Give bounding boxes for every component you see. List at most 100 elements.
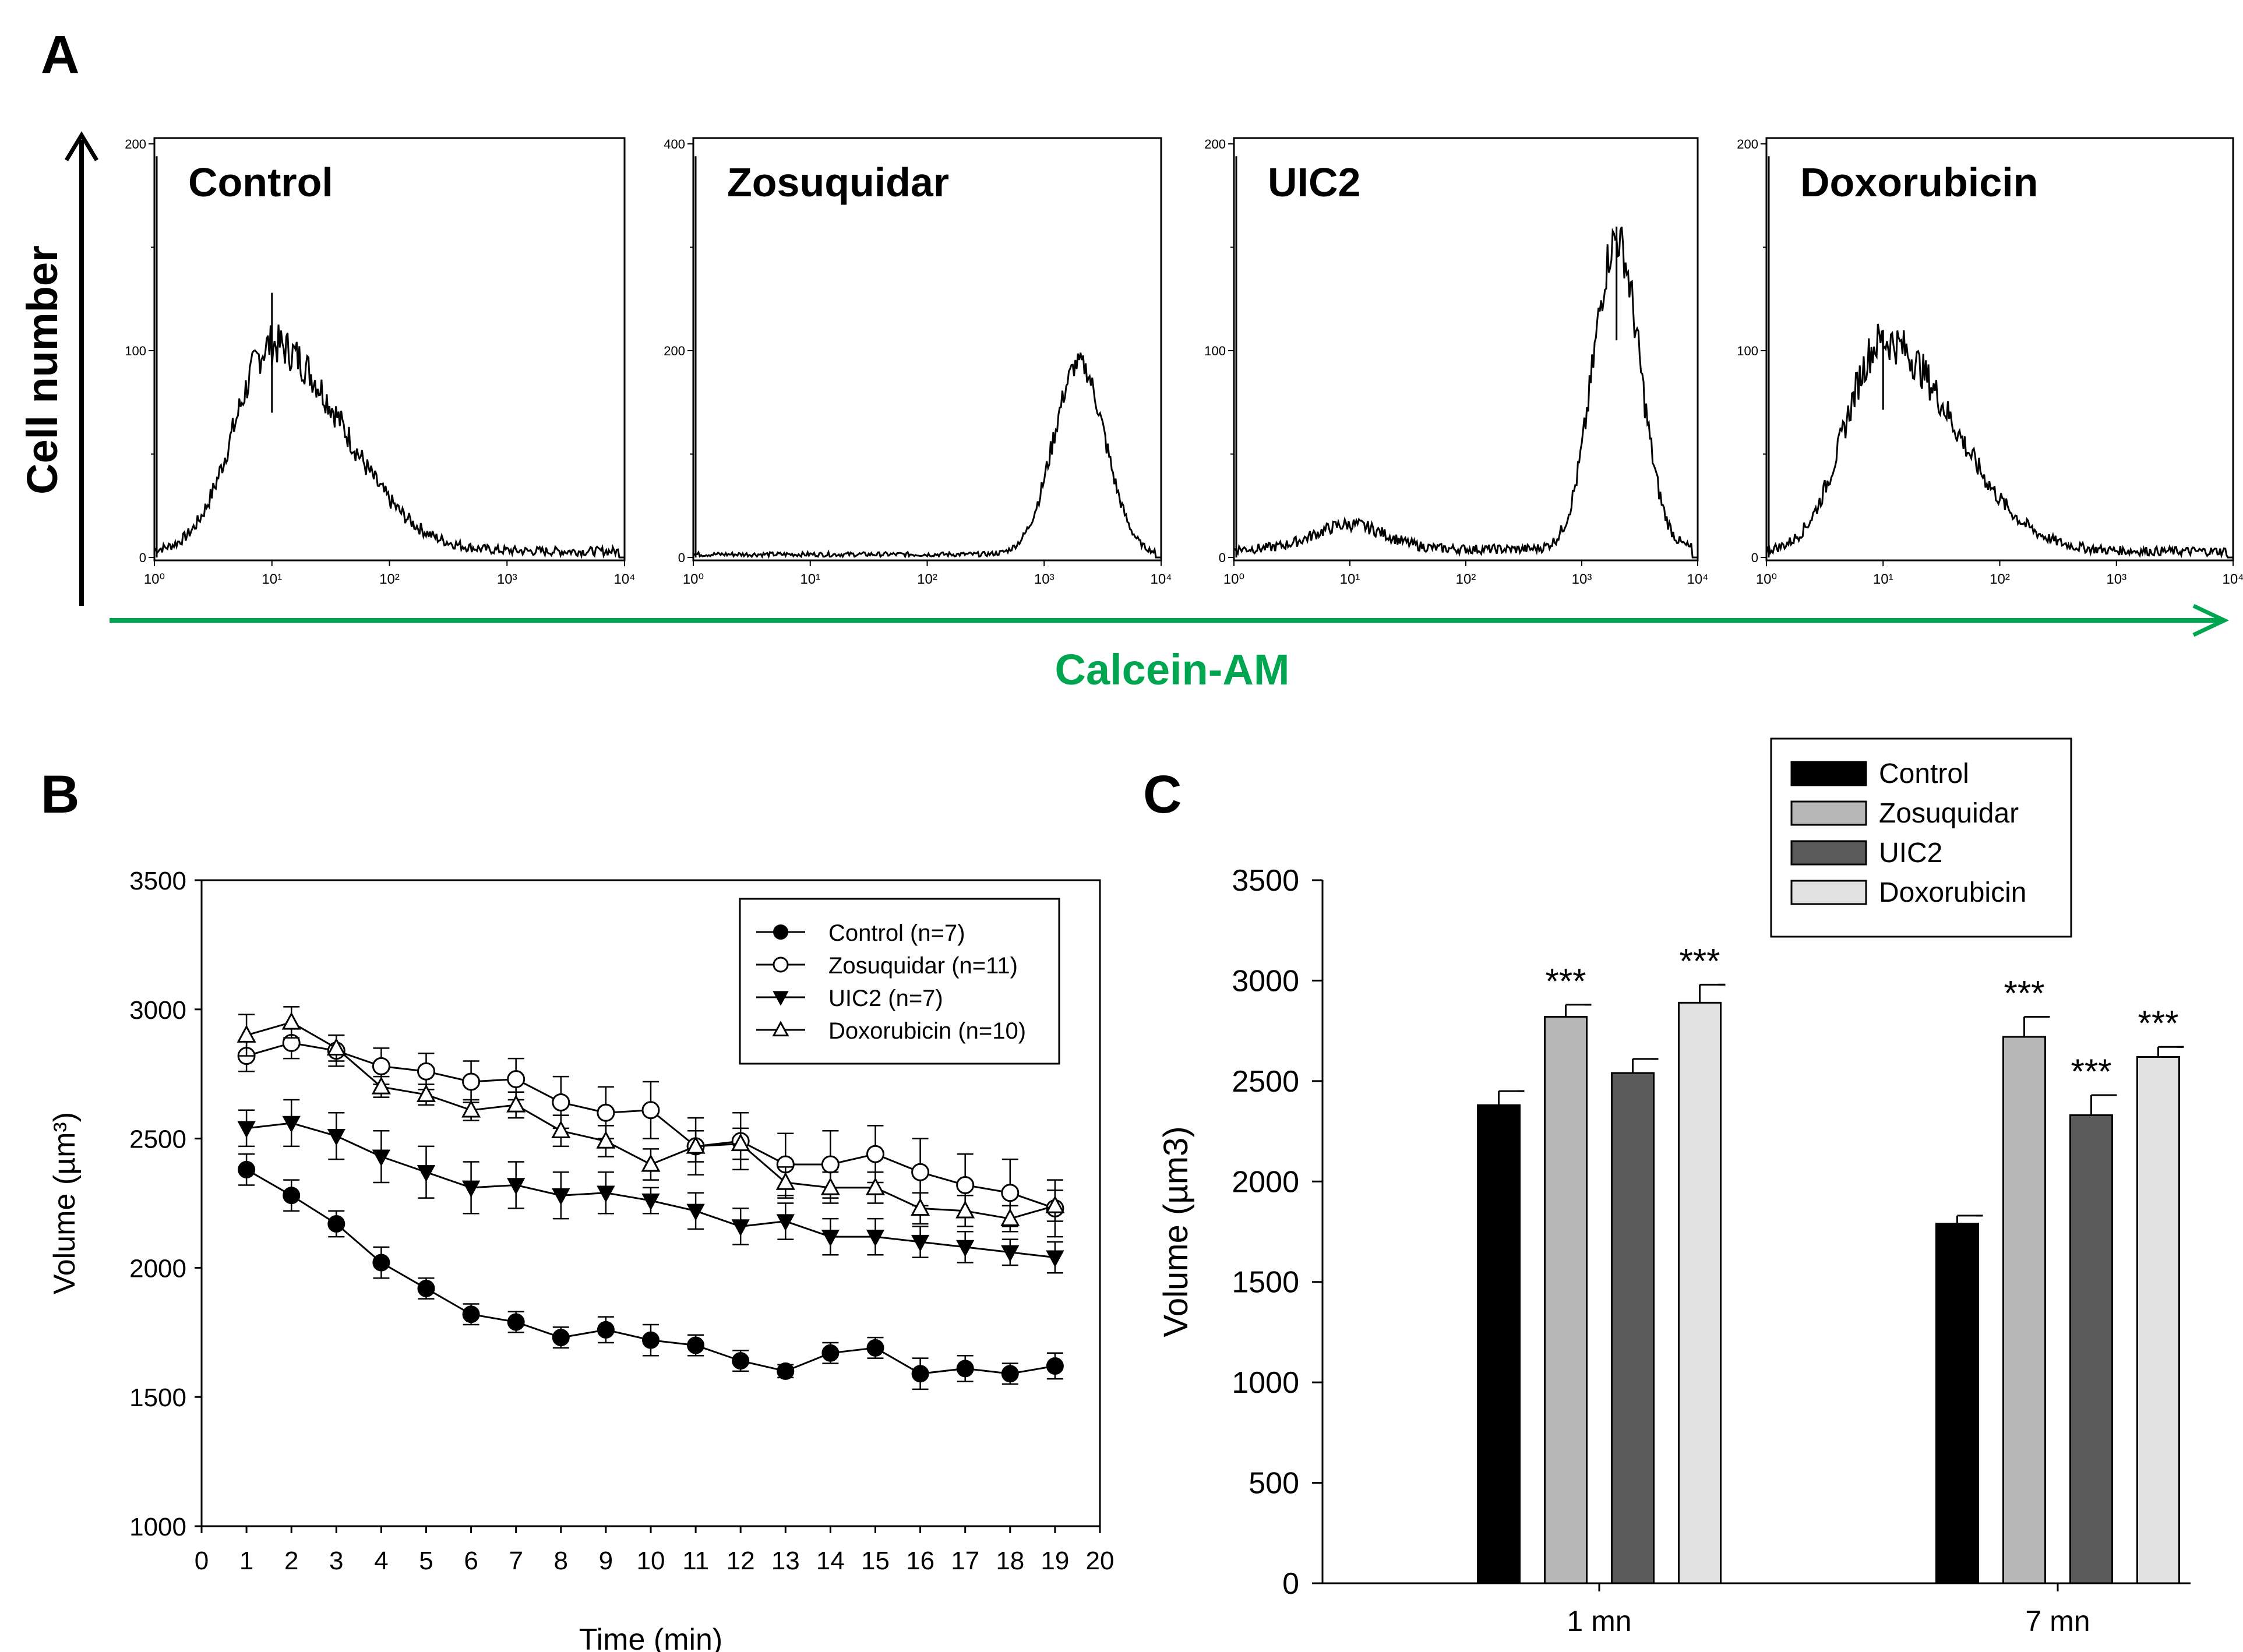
data-point: [686, 1136, 706, 1154]
histogram-uic2: UIC2 0 100 200 10⁰ 10¹ 10² 10³ 10⁴: [1204, 137, 1708, 587]
data-point: [281, 1012, 301, 1030]
data-point: [507, 1178, 526, 1195]
data-point: [596, 1131, 616, 1149]
histogram-x-tick-label: 10²: [917, 571, 937, 587]
x-tick-label: 20: [1086, 1547, 1115, 1575]
x-tick-label: 15: [861, 1547, 890, 1575]
data-point: [773, 991, 789, 1006]
y-tick-label: 2000: [129, 1254, 186, 1283]
histogram-x-tick-label: 10⁴: [1150, 571, 1172, 587]
data-point: [1000, 1208, 1020, 1226]
data-point: [956, 1240, 975, 1257]
data-point: [956, 1360, 974, 1378]
histogram-title: Doxorubicin: [1800, 160, 2038, 205]
data-point: [773, 924, 788, 940]
panel-a-x-axis-label: Calcein-AM: [1055, 645, 1290, 694]
data-point: [1001, 1245, 1020, 1262]
histogram-x-tick-label: 10⁴: [613, 571, 635, 587]
cell-number-arrow: [65, 131, 98, 606]
data-point: [238, 1160, 256, 1178]
significance-label: ***: [2004, 974, 2044, 1013]
data-point: [372, 1149, 391, 1167]
data-point: [507, 1070, 526, 1089]
histogram-y-tick-label: 200: [664, 344, 685, 358]
histogram-x-tick-label: 10³: [1034, 571, 1055, 587]
data-point: [687, 1336, 705, 1354]
histogram-x-tick-label: 10¹: [1340, 571, 1360, 587]
line-chart-legend: Control (n=7) Zosuquidar (n=11) UIC2 (n=7)…: [739, 898, 1060, 1065]
legend-label: UIC2 (n=7): [828, 986, 943, 1011]
data-point: [641, 1101, 660, 1120]
histogram-trace: [1765, 323, 2233, 559]
data-point: [731, 1219, 750, 1237]
x-tick-label: 5: [419, 1547, 433, 1575]
data-point: [417, 1062, 435, 1081]
data-point: [866, 1339, 884, 1357]
data-point: [506, 1095, 526, 1113]
data-point: [372, 1254, 390, 1272]
data-point: [327, 1128, 345, 1146]
data-point: [773, 956, 789, 973]
y-tick-label: 0: [1282, 1567, 1299, 1601]
panel-c: C 0 500 1000 1500 2000 2500 3000 3500 Volume (µm…: [1143, 737, 2191, 1637]
data-point: [911, 1234, 930, 1252]
histogram-y-tick-label: 0: [678, 550, 685, 565]
histogram-group: Control 0 100 200 10⁰ 10¹ 10² 10³ 10⁴ Zosuquidar 0…: [125, 137, 2243, 587]
legend-label: Doxorubicin: [1879, 877, 2026, 908]
histogram-x-tick-label: 10⁴: [1687, 571, 1708, 587]
data-point: [552, 1329, 570, 1347]
histogram-x-tick-label: 10¹: [262, 571, 282, 587]
data-point: [865, 1177, 886, 1195]
bar-doxorubicin: [1678, 1001, 1722, 1584]
legend-swatch: [1790, 800, 1867, 826]
data-point: [821, 1155, 840, 1174]
y-tick-label: 2500: [129, 1125, 186, 1154]
legend-label: UIC2: [1879, 838, 1942, 869]
data-point: [777, 1362, 795, 1380]
histogram-x-tick-label: 10¹: [800, 571, 820, 587]
legend-swatch: [1790, 880, 1867, 905]
bar-chart-legend: Control Zosuquidar UIC2 Doxorubicin: [1770, 737, 2072, 938]
histogram-doxorubicin: Doxorubicin 0 100 200 10⁰ 10¹ 10² 10³ 10⁴: [1737, 137, 2243, 587]
data-point: [552, 1093, 570, 1111]
data-point: [1046, 1357, 1064, 1375]
histogram-y-tick-label: 100: [1204, 344, 1226, 358]
data-point: [282, 1116, 301, 1133]
y-tick-label: 3500: [1232, 864, 1299, 898]
x-tick-label: 4: [374, 1547, 388, 1575]
y-tick-label: 500: [1249, 1467, 1299, 1501]
histogram-title: Zosuquidar: [727, 160, 949, 205]
y-axis-label: Volume (µm3): [1157, 1126, 1195, 1337]
data-point: [371, 1076, 391, 1095]
y-tick-label: 2500: [1232, 1065, 1299, 1099]
data-point: [1001, 1365, 1019, 1383]
data-point: [461, 1099, 481, 1118]
x-tick-label: 14: [816, 1547, 845, 1575]
histogram-trace: [693, 352, 1161, 559]
data-point: [326, 1037, 346, 1056]
legend-box: [739, 898, 1060, 1065]
legend-label: Doxorubicin (n=10): [828, 1018, 1026, 1044]
x-tick-label: 1: [239, 1547, 253, 1575]
histogram-x-tick-label: 10³: [2106, 571, 2126, 587]
y-tick-label: 2000: [1232, 1165, 1299, 1199]
data-point: [1046, 1250, 1064, 1268]
y-tick-label: 1500: [1232, 1266, 1299, 1300]
histogram-y-tick-label: 0: [1219, 550, 1226, 565]
histogram-x-tick-label: 10²: [1456, 571, 1476, 587]
data-point: [776, 1214, 795, 1231]
calcein-arrow: [110, 603, 2230, 637]
series-uic2: [237, 1099, 1064, 1274]
histogram-x-tick-label: 10⁰: [1223, 571, 1244, 587]
data-point: [772, 1021, 789, 1037]
data-point: [597, 1103, 615, 1122]
data-point: [911, 1198, 930, 1216]
data-point: [597, 1321, 615, 1339]
category-label: 1 mn: [1567, 1605, 1631, 1637]
x-tick-label: 13: [771, 1547, 800, 1575]
data-point: [552, 1188, 570, 1205]
data-point: [462, 1072, 481, 1091]
histogram-x-tick-label: 10²: [379, 571, 400, 587]
data-point: [507, 1313, 525, 1331]
data-point: [821, 1229, 840, 1247]
